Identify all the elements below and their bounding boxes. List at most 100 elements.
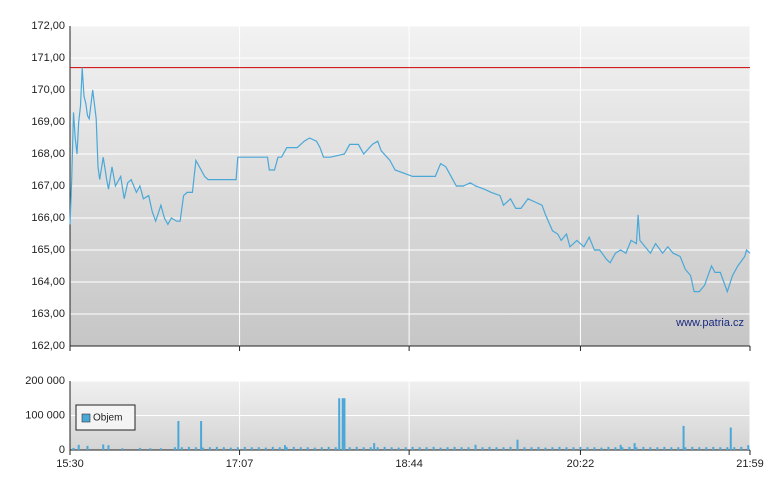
price-line bbox=[69, 67, 751, 294]
volume-bar bbox=[628, 446, 631, 450]
volume-bar bbox=[373, 443, 376, 450]
volume-bar bbox=[411, 446, 414, 450]
volume-bar bbox=[729, 427, 732, 450]
volume-bar bbox=[432, 446, 435, 450]
volume-bar bbox=[334, 447, 337, 450]
volume-bar bbox=[376, 447, 379, 450]
volume-bar bbox=[712, 446, 715, 450]
volume-bar bbox=[159, 448, 162, 450]
volume-bar bbox=[299, 447, 302, 450]
volume-bar bbox=[313, 447, 316, 450]
volume-bar bbox=[649, 447, 652, 450]
volume-bar bbox=[369, 447, 372, 450]
volume-bar bbox=[86, 445, 89, 450]
volume-bar bbox=[670, 447, 673, 450]
x-tick-label: 15:30 bbox=[56, 458, 84, 470]
y-tick-label: 0 bbox=[59, 444, 65, 456]
volume-bar bbox=[243, 446, 246, 450]
volume-bar bbox=[502, 447, 505, 450]
volume-bar bbox=[733, 447, 736, 450]
volume-bar bbox=[633, 443, 636, 450]
volume-bar bbox=[558, 446, 561, 450]
volume-bar bbox=[343, 398, 346, 450]
volume-bar bbox=[586, 447, 589, 450]
y-tick-label: 164,00 bbox=[31, 276, 65, 288]
volume-bar bbox=[194, 447, 197, 450]
volume-bar bbox=[362, 447, 365, 450]
volume-bar bbox=[236, 447, 239, 450]
volume-bar bbox=[467, 447, 470, 450]
volume-bar bbox=[656, 447, 659, 450]
volume-bar bbox=[187, 446, 190, 450]
volume-bar bbox=[77, 444, 80, 450]
y-tick-label: 200 000 bbox=[25, 375, 65, 387]
y-tick-label: 168,00 bbox=[31, 148, 65, 160]
y-tick-label: 170,00 bbox=[31, 84, 65, 96]
volume-bar bbox=[642, 446, 645, 450]
volume-bar bbox=[306, 447, 309, 450]
volume-bar bbox=[341, 398, 344, 450]
volume-bar bbox=[149, 448, 152, 450]
volume-bar bbox=[495, 447, 498, 450]
volume-bar bbox=[107, 445, 110, 450]
volume-bar bbox=[229, 447, 232, 450]
x-tick-label: 21:59 bbox=[736, 458, 764, 470]
volume-bar bbox=[621, 447, 624, 450]
volume-bar bbox=[177, 421, 180, 450]
volume-bar bbox=[278, 447, 281, 450]
volume-bar bbox=[614, 447, 617, 450]
volume-bar bbox=[292, 446, 295, 450]
volume-bar bbox=[726, 447, 729, 450]
y-tick-label: 100 000 bbox=[25, 409, 65, 421]
volume-bar bbox=[121, 448, 124, 450]
y-tick-label: 167,00 bbox=[31, 180, 65, 192]
y-tick-label: 162,00 bbox=[31, 340, 65, 352]
y-tick-label: 172,00 bbox=[31, 20, 65, 32]
legend-label: Objem bbox=[93, 413, 122, 424]
volume-bar bbox=[102, 444, 105, 450]
y-tick-label: 163,00 bbox=[31, 308, 65, 320]
volume-bar bbox=[600, 447, 603, 450]
volume-bar bbox=[705, 447, 708, 450]
volume-bar bbox=[698, 447, 701, 450]
volume-bar bbox=[200, 421, 203, 450]
x-tick-label: 20:22 bbox=[567, 458, 595, 470]
volume-bar bbox=[537, 446, 540, 450]
volume-bar bbox=[488, 446, 491, 450]
volume-bar bbox=[208, 447, 211, 450]
volume-bar bbox=[635, 447, 638, 450]
volume-bar bbox=[579, 446, 582, 450]
volume-bar bbox=[201, 447, 204, 450]
volume-bar bbox=[138, 447, 141, 450]
volume-bar bbox=[320, 447, 323, 450]
volume-bar bbox=[327, 446, 330, 450]
x-tick-label: 18:44 bbox=[395, 458, 423, 470]
volume-bar bbox=[572, 447, 575, 450]
volume-bar bbox=[544, 447, 547, 450]
volume-bar bbox=[663, 446, 666, 450]
volume-bar bbox=[215, 446, 218, 450]
watermark: www.patria.cz bbox=[675, 317, 744, 329]
volume-bar bbox=[418, 447, 421, 450]
volume-bar bbox=[397, 447, 400, 450]
volume-bar bbox=[173, 447, 176, 450]
volume-bar bbox=[284, 445, 287, 450]
volume-bar bbox=[481, 447, 484, 450]
volume-bar bbox=[460, 447, 463, 450]
volume-bar bbox=[439, 447, 442, 450]
volume-bar bbox=[551, 447, 554, 450]
volume-bar bbox=[593, 447, 596, 450]
volume-bar bbox=[348, 447, 351, 450]
volume-bar bbox=[180, 447, 183, 450]
volume-bar bbox=[446, 447, 449, 450]
x-tick-label: 17:07 bbox=[226, 458, 254, 470]
volume-bar bbox=[530, 447, 533, 450]
volume-bar bbox=[516, 439, 519, 450]
volume-bar bbox=[747, 445, 750, 450]
volume-bar bbox=[383, 446, 386, 450]
volume-bar bbox=[222, 447, 225, 450]
volume-bar bbox=[390, 447, 393, 450]
volume-bar bbox=[404, 447, 407, 450]
volume-bar bbox=[509, 446, 512, 450]
